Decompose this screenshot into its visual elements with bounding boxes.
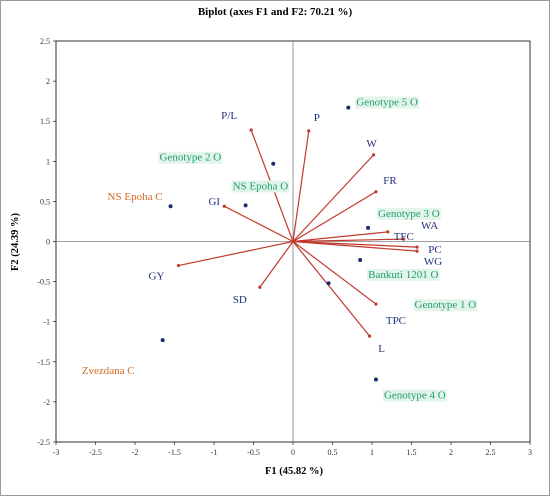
observation-point xyxy=(326,281,331,286)
observation-label: Genotype 1 O xyxy=(415,299,477,311)
y-tick-label: 2.5 xyxy=(40,37,50,46)
vector-tip xyxy=(249,128,253,132)
vector-tip xyxy=(374,190,378,194)
axes-layer: -3 -2.5 -2 -1.5 -1 -0.5 0 0.5 1 1.5 2 2.5 3-2.5-2-1.… xyxy=(37,37,532,457)
observation-label-highlight xyxy=(382,389,447,402)
variable-label: FR xyxy=(383,175,397,187)
observation-label: Genotype 4 O xyxy=(384,389,446,401)
observation-point xyxy=(271,161,276,166)
x-tick-label: -3 xyxy=(53,448,60,457)
observation-label: NS Epoha O xyxy=(233,180,289,192)
x-tick-label: 0 xyxy=(291,448,295,457)
observation-label: NS Epoha C xyxy=(108,191,163,203)
variable-label: WG xyxy=(424,256,442,268)
y-tick-label: 1.5 xyxy=(40,117,50,126)
variable-label: W xyxy=(366,138,377,150)
vector-tip xyxy=(368,334,372,338)
variable-vector xyxy=(223,205,294,243)
variable-vector xyxy=(292,231,388,243)
x-tick-label: 2.5 xyxy=(486,448,496,457)
y-tick-label: -2.5 xyxy=(37,438,50,447)
vector-tip xyxy=(176,263,181,268)
y-tick-label: -1 xyxy=(43,318,50,327)
variable-vector xyxy=(292,130,310,242)
variable-vector xyxy=(292,191,377,243)
variable-label: TFC xyxy=(394,231,414,243)
variable-label: GI xyxy=(208,196,220,208)
observation-label-highlight xyxy=(367,268,440,281)
points-layer xyxy=(160,105,378,382)
vector-tip xyxy=(258,285,262,289)
observation-label: Genotype 2 O xyxy=(160,152,222,164)
variable-label: GY xyxy=(149,271,165,283)
variable-vector xyxy=(292,238,404,243)
variable-vector xyxy=(292,240,418,248)
variable-label: PC xyxy=(428,244,441,256)
vector-tip xyxy=(386,230,390,234)
observation-label-highlight xyxy=(231,180,290,193)
x-tick-label: 0.5 xyxy=(328,448,338,457)
y-tick-label: -2 xyxy=(43,398,50,407)
x-axis-label: F1 (45.82 %) xyxy=(265,466,324,477)
y-tick-label: -1.5 xyxy=(37,358,50,367)
vector-tip xyxy=(222,204,226,208)
y-tick-label: 1 xyxy=(46,157,50,166)
variable-label: SD xyxy=(233,294,247,306)
vector-tip xyxy=(415,249,419,253)
x-tick-label: 3 xyxy=(528,448,532,457)
y-tick-label: -0.5 xyxy=(37,278,50,287)
observation-point xyxy=(243,203,248,208)
y-tick-label: 0.5 xyxy=(40,197,50,206)
variable-label: P xyxy=(314,112,320,124)
x-tick-label: 1.5 xyxy=(407,448,417,457)
variable-vector xyxy=(178,240,294,267)
y-tick-label: 0 xyxy=(46,238,50,247)
x-tick-label: -1 xyxy=(211,448,218,457)
variable-vector xyxy=(259,241,294,288)
observation-point xyxy=(366,225,371,230)
variable-label: P/L xyxy=(221,110,237,122)
observation-point xyxy=(373,377,378,382)
observation-label: Genotype 3 O xyxy=(378,208,440,220)
observation-label-highlight xyxy=(413,299,478,312)
vector-tip xyxy=(415,245,419,249)
observation-point xyxy=(346,105,351,110)
vector-tip xyxy=(371,153,376,157)
variable-label: L xyxy=(378,343,385,355)
observation-point xyxy=(160,338,165,343)
variable-label: WA xyxy=(421,220,438,232)
observation-label: Zvezdana C xyxy=(82,365,135,377)
variable-vector xyxy=(292,240,418,252)
observation-label: Genotype 5 O xyxy=(356,97,418,109)
x-tick-label: 1 xyxy=(370,448,374,457)
vectors-layer xyxy=(176,128,419,338)
vector-tip xyxy=(374,302,378,306)
x-tick-label: -0.5 xyxy=(247,448,260,457)
variable-vector xyxy=(292,154,375,242)
observation-label-highlight xyxy=(377,207,441,220)
y-axis-label: F2 (24.39 %) xyxy=(10,212,21,271)
x-tick-label: -2.5 xyxy=(89,448,102,457)
observation-label: Bankuti 1201 O xyxy=(368,269,438,281)
vector-tip xyxy=(402,237,406,241)
x-tick-label: -1.5 xyxy=(168,448,181,457)
x-tick-label: -2 xyxy=(132,448,139,457)
observation-label-highlight xyxy=(158,151,223,164)
chart-title: Biplot (axes F1 and F2: 70.21 %) xyxy=(197,6,353,18)
variable-label: TPC xyxy=(386,315,406,327)
x-tick-label: 2 xyxy=(449,448,453,457)
y-tick-label: 2 xyxy=(46,77,50,86)
observation-label-highlight xyxy=(355,96,420,109)
variable-vector xyxy=(292,241,377,305)
vector-tip xyxy=(307,129,311,133)
variable-vector xyxy=(292,241,371,337)
observation-point xyxy=(168,204,173,209)
observation-point xyxy=(358,257,363,262)
